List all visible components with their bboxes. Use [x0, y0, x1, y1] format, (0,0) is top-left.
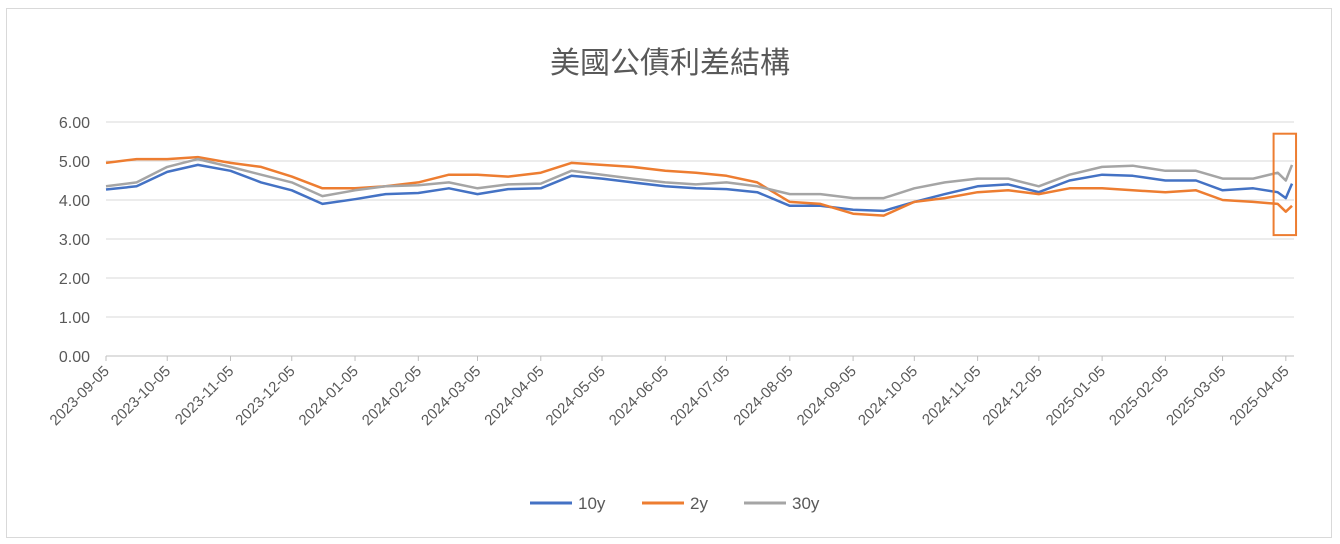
y-tick-label: 1.00 [59, 310, 90, 327]
series-line-30y [105, 157, 1294, 200]
x-tick-label: 2024-02-05 [359, 363, 425, 429]
chart-frame [6, 8, 1332, 538]
x-tick-label: 2023-10-05 [108, 363, 174, 429]
y-tick-label: 3.00 [59, 232, 90, 249]
legend-label-2y: 2y [690, 494, 708, 513]
x-tick-label: 2024-03-05 [418, 363, 484, 429]
x-tick-label: 2024-09-05 [794, 363, 860, 429]
x-tick-label: 2024-06-05 [606, 363, 672, 429]
x-tick-label: 2025-04-05 [1226, 363, 1292, 429]
x-tick-label: 2024-10-05 [855, 363, 921, 429]
x-tick-label: 2024-05-05 [543, 363, 609, 429]
x-tick-label: 2024-11-05 [919, 363, 984, 428]
chart-title: 美國公債利差結構 [550, 46, 790, 81]
highlight-box [1272, 132, 1298, 237]
y-tick-label: 2.00 [59, 271, 90, 288]
x-tick-label: 2025-01-05 [1043, 363, 1109, 429]
legend-label-10y: 10y [578, 494, 606, 513]
y-tick-label: 5.00 [59, 154, 90, 171]
x-tick-label: 2025-02-05 [1106, 363, 1172, 429]
x-tick-label: 2023-12-05 [232, 363, 298, 429]
series-line-10y [105, 163, 1294, 213]
x-tick-label: 2024-01-05 [296, 363, 362, 429]
x-tick-label: 2023-11-05 [172, 363, 237, 428]
y-tick-label: 4.00 [59, 193, 90, 210]
x-tick-label: 2025-03-05 [1163, 363, 1229, 429]
x-tick-label: 2024-08-05 [730, 363, 796, 429]
series-line-2y [105, 155, 1293, 217]
x-tick-label: 2023-09-05 [47, 363, 113, 429]
legend-label-30y: 30y [792, 494, 820, 513]
y-tick-label: 6.00 [59, 115, 90, 132]
x-tick-label: 2024-04-05 [481, 363, 547, 429]
x-tick-label: 2024-07-05 [667, 363, 733, 429]
x-tick-label: 2024-12-05 [979, 363, 1045, 429]
y-tick-label: 0.00 [59, 349, 90, 366]
